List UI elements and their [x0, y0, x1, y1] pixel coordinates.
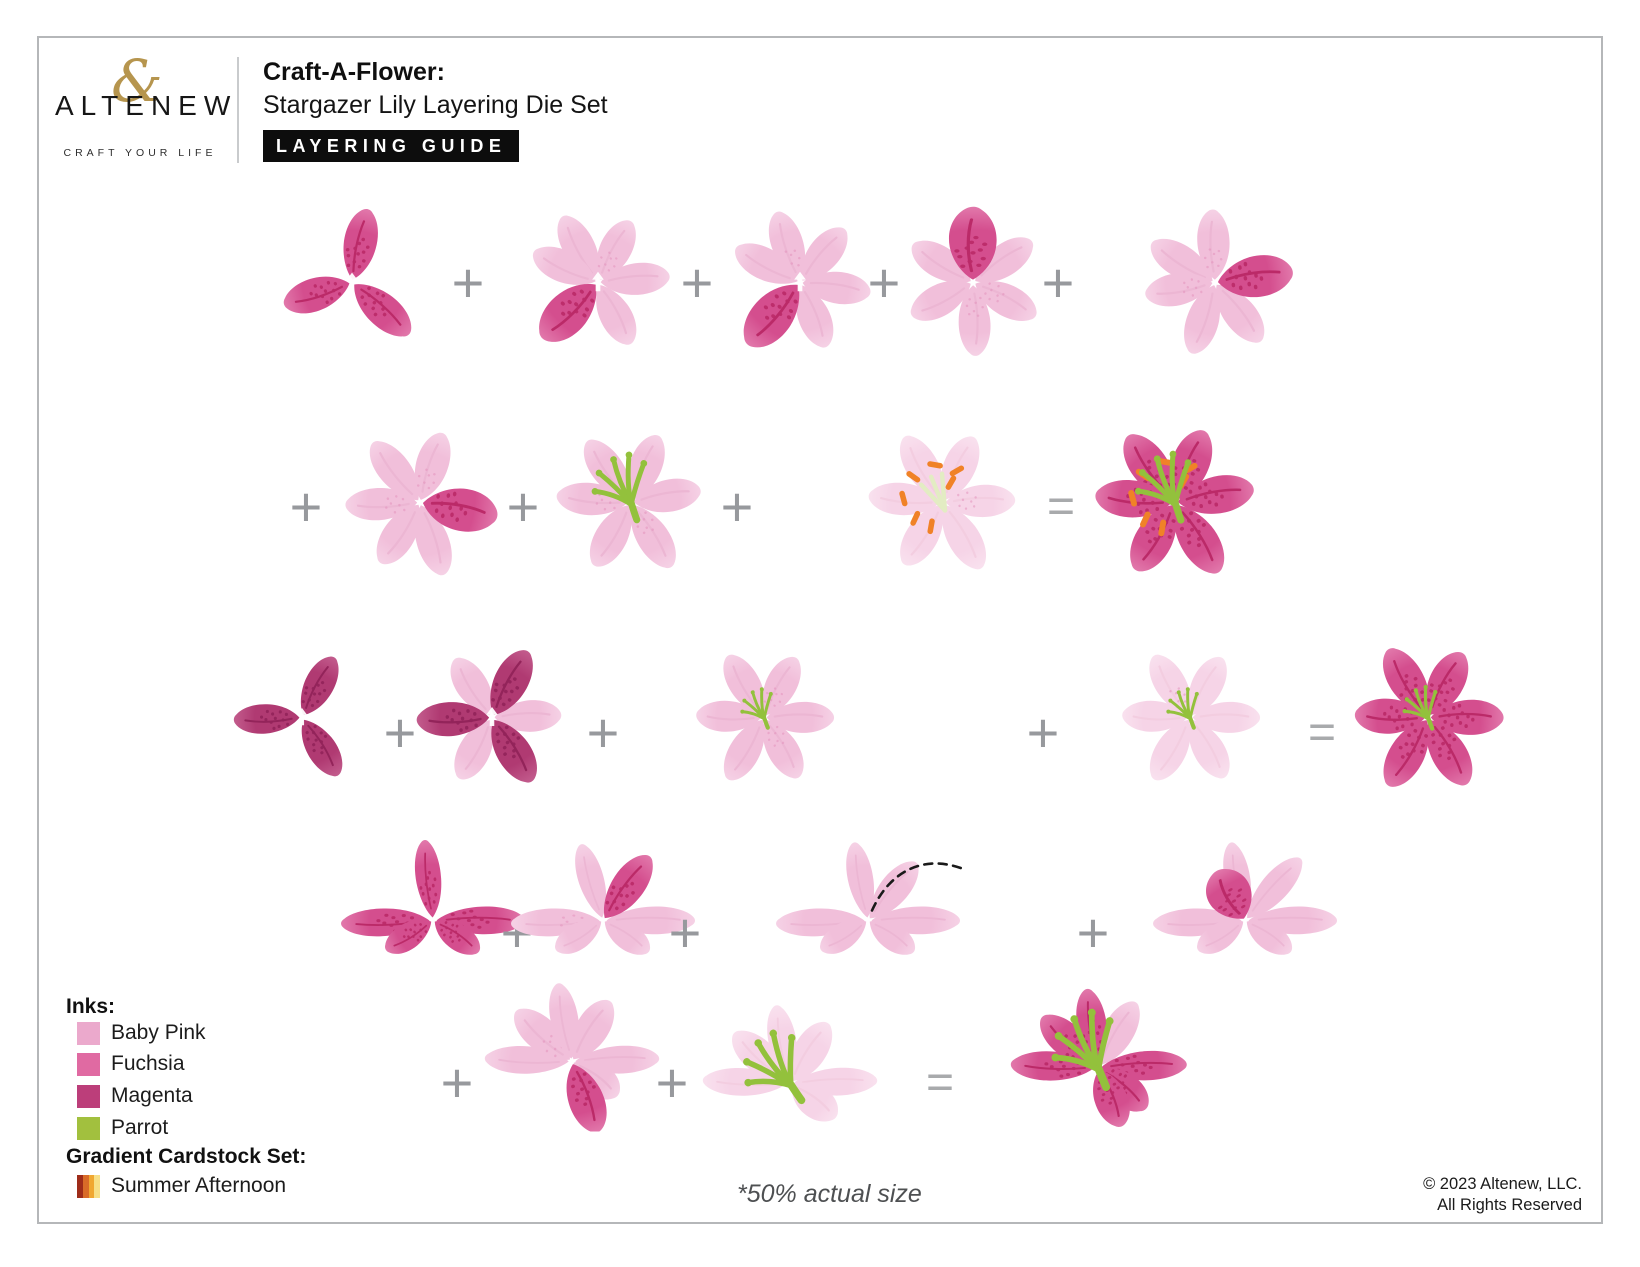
ink-item-baby-pink: Baby Pink: [77, 1021, 206, 1045]
ink-label: Magenta: [111, 1084, 193, 1107]
plus-operator: +: [383, 701, 417, 764]
plus-operator: +: [867, 251, 901, 314]
brand-wordmark: ALTENEW: [55, 90, 238, 121]
plus-operator: +: [451, 251, 485, 314]
lily-side-assembled: [993, 964, 1203, 1147]
ink-label: Baby Pink: [111, 1021, 206, 1044]
cardstock-stripe: [94, 1174, 100, 1198]
ink-swatch-parrot: [77, 1116, 100, 1140]
equals-operator: =: [1046, 480, 1076, 533]
product-name-title: Stargazer Lily Layering Die Set: [263, 91, 608, 119]
plus-operator: +: [680, 251, 714, 314]
lily-petals-baby-pink-fuchsia-bud: [876, 185, 1071, 385]
copyright: © 2023 Altenew, LLC. All Rights Reserved: [1423, 1174, 1582, 1216]
ink-item-parrot: Parrot: [77, 1116, 168, 1140]
plus-operator: +: [440, 1051, 474, 1114]
lily-side-baby-pink-fuchsia-petal: [498, 826, 708, 961]
header-divider: [237, 57, 239, 163]
lily-inner-petals-magenta: [216, 632, 388, 809]
lily-baby-pink-stamens: [532, 404, 730, 607]
ink-label: Fuchsia: [111, 1052, 185, 1075]
layering-guide-badge: LAYERING GUIDE: [263, 130, 520, 162]
inks-title: Inks:: [66, 995, 116, 1018]
scale-note: *50% actual size: [737, 1180, 922, 1208]
lily-side-baby-pink-fuchsia-droop: [467, 974, 677, 1137]
ink-label: Parrot: [111, 1116, 169, 1139]
lily-pale-pink-pistil: [1095, 623, 1285, 818]
ink-item-fuchsia: Fuchsia: [77, 1052, 185, 1076]
copyright-line1: © 2023 Altenew, LLC.: [1423, 1175, 1582, 1193]
lily-petals-baby-pink-fuchsia-accent-4: [321, 404, 519, 607]
plus-operator: +: [1041, 251, 1075, 314]
lily-petals-baby-pink-fuchsia-accent-2: [703, 185, 898, 385]
ink-swatch-baby-pink: [77, 1021, 100, 1045]
lily-side-petals-fuchsia: [328, 826, 538, 961]
plus-operator: +: [668, 901, 702, 964]
plus-operator: +: [289, 475, 323, 538]
plus-operator: +: [720, 475, 754, 538]
lily-pale-pink-anthers: [844, 404, 1042, 607]
cardstock-title: Gradient Cardstock Set:: [66, 1145, 307, 1168]
equals-operator: =: [1307, 706, 1337, 759]
plus-operator: +: [1026, 701, 1060, 764]
lily-flat-assembled: [1326, 615, 1531, 825]
lily-outer-petals-fuchsia: [262, 193, 442, 378]
lily-side-baby-pink-stamens: [685, 982, 895, 1129]
plus-operator: +: [655, 1051, 689, 1114]
lily-side-baby-pink-fold-line: [763, 826, 973, 961]
ink-swatch-magenta: [77, 1084, 100, 1108]
plus-operator: +: [586, 701, 620, 764]
product-line-title: Craft-A-Flower:: [263, 58, 445, 86]
brand-ampersand-icon: &: [111, 47, 163, 115]
cardstock-stripe: [77, 1174, 83, 1198]
page-border: [37, 36, 1603, 1224]
lily-baby-pink-pistil: [669, 623, 859, 818]
equals-operator: =: [925, 1056, 955, 1109]
ink-item-magenta: Magenta: [77, 1084, 193, 1108]
cardstock-swatch-summer-afternoon: [77, 1174, 100, 1198]
lily-petals-baby-pink-fuchsia-accent-1: [501, 185, 696, 385]
cardstock-item-summer-afternoon: Summer Afternoon: [77, 1174, 286, 1198]
cardstock-label: Summer Afternoon: [111, 1174, 287, 1197]
ink-swatch-fuchsia: [77, 1052, 100, 1076]
plus-operator: +: [506, 475, 540, 538]
cardstock-stripe: [88, 1174, 95, 1198]
brand-tagline: CRAFT YOUR LIFE: [63, 147, 217, 159]
copyright-line2: All Rights Reserved: [1437, 1196, 1582, 1214]
cardstock-stripe: [82, 1174, 89, 1198]
lily-side-baby-pink-fuchsia-fold: [1140, 826, 1350, 961]
plus-operator: +: [1076, 901, 1110, 964]
lily-petals-baby-pink-fuchsia-accent-3: [1116, 184, 1314, 387]
lily-front-assembled: [1069, 397, 1281, 614]
lily-magenta-on-baby-pink: [397, 623, 587, 818]
